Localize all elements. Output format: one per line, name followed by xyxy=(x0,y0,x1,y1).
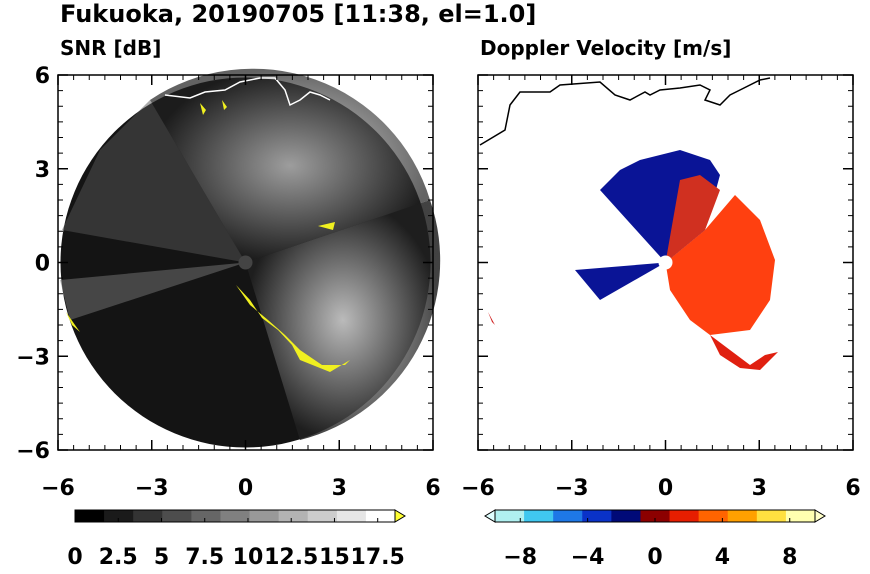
colorbar-extension xyxy=(814,509,826,523)
x-tick-label: −6 xyxy=(41,476,75,501)
colorbar-tick-label: 2.5 xyxy=(99,545,138,570)
colorbar-tick-label: 4 xyxy=(715,545,730,570)
x-tick-label: 3 xyxy=(752,476,767,501)
colorbar-tick-label: 0 xyxy=(67,545,82,570)
x-tick-label: −3 xyxy=(555,476,589,501)
colorbar-tick-label: −4 xyxy=(571,545,605,570)
colorbar-tick-label: 5 xyxy=(154,545,169,570)
snr-field xyxy=(60,68,441,448)
colorbar-segment xyxy=(495,510,525,522)
x-tick-label: 3 xyxy=(332,476,347,501)
colorbar-frame xyxy=(74,509,396,523)
y-tick-label: 0 xyxy=(35,252,50,277)
colorbar-segment xyxy=(249,510,280,522)
panel-subtitle: SNR [dB] xyxy=(60,36,161,60)
y-tick-label: 6 xyxy=(35,64,50,89)
colorbar-tick-label: 7.5 xyxy=(185,545,224,570)
colorbar-extension xyxy=(484,509,496,523)
colorbar-segment xyxy=(191,510,221,522)
colorbar-segment xyxy=(553,510,583,522)
x-tick-label: 6 xyxy=(845,476,860,501)
colorbar-segment xyxy=(698,510,729,522)
y-tick-label: −3 xyxy=(16,345,50,370)
colorbar-segment xyxy=(669,510,700,522)
colorbar-segment xyxy=(611,510,641,522)
colorbar-segment xyxy=(104,510,134,522)
colorbar-segment xyxy=(582,510,612,522)
panel-subtitle: Doppler Velocity [m/s] xyxy=(480,36,731,60)
colorbar-segment xyxy=(278,510,309,522)
colorbar-tick-label: 8 xyxy=(782,545,797,570)
x-tick-label: 0 xyxy=(238,476,253,501)
x-tick-label: 6 xyxy=(425,476,440,501)
colorbar-segment xyxy=(162,510,192,522)
colorbar-tick-label: 10 xyxy=(233,545,264,570)
colorbar-segment xyxy=(756,510,787,522)
x-tick-label: 0 xyxy=(658,476,673,501)
colorbar-segment xyxy=(785,510,816,522)
colorbar-segment xyxy=(220,510,251,522)
colorbar-tick-label: 15 xyxy=(319,545,350,570)
x-tick-label: −3 xyxy=(135,476,169,501)
colorbar-segment xyxy=(307,510,338,522)
x-tick-label: −6 xyxy=(461,476,495,501)
colorbar-tick-label: 17.5 xyxy=(351,545,405,570)
y-tick-label: 3 xyxy=(35,158,50,183)
colorbar-segment xyxy=(75,510,105,522)
colorbar-segment xyxy=(133,510,163,522)
colorbar-segment xyxy=(727,510,758,522)
doppler-field xyxy=(479,77,778,370)
colorbar-extension xyxy=(394,509,406,523)
y-tick-label: −6 xyxy=(16,439,50,464)
colorbar-tick-label: −8 xyxy=(503,545,537,570)
colorbar-tick-label: 12.5 xyxy=(264,545,318,570)
colorbar-segment xyxy=(336,510,367,522)
figure-title: Fukuoka, 20190705 [11:38, el=1.0] xyxy=(60,0,536,28)
colorbar-segment xyxy=(524,510,554,522)
colorbar-tick-label: 0 xyxy=(647,545,662,570)
colorbar-segment xyxy=(640,510,671,522)
colorbar-segment xyxy=(365,510,396,522)
